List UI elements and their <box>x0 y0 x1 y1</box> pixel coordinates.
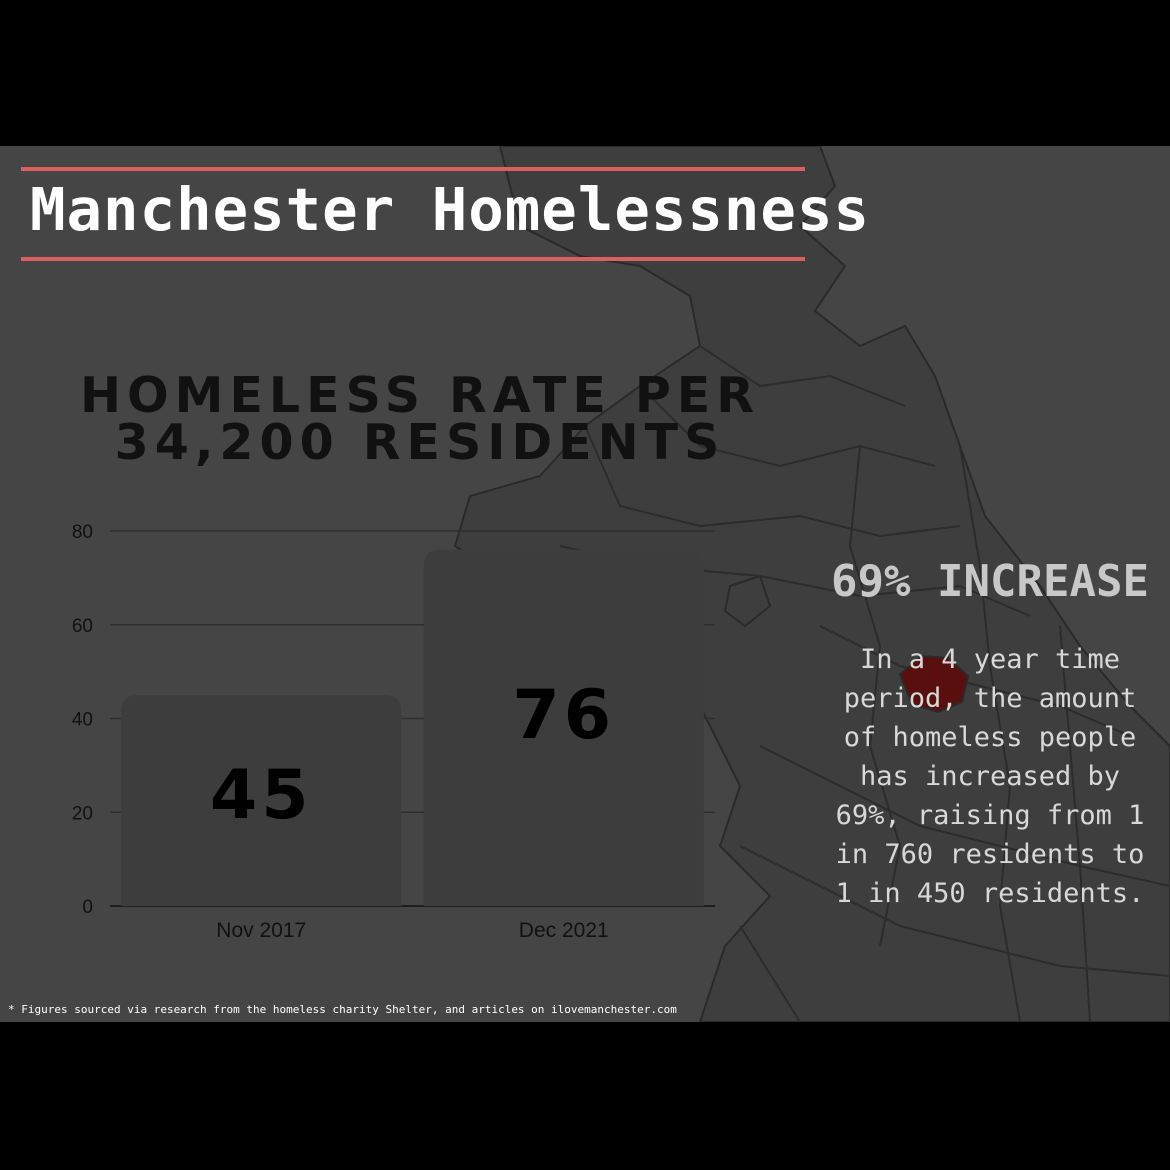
source-footnote: * Figures sourced via research from the … <box>8 1003 677 1016</box>
bar-data-label: 76 <box>512 676 615 755</box>
page-title: Manchester Homelessness <box>30 175 870 244</box>
x-tick-label: Nov 2017 <box>216 919 306 942</box>
y-tick-label: 0 <box>82 897 93 918</box>
bar-chart: 0 20 40 60 80 45 Nov 2017 76 Dec 2021 <box>72 522 715 942</box>
y-tick-label: 80 <box>72 522 93 543</box>
bar-data-label: 45 <box>210 756 313 835</box>
infographic-card: Manchester Homelessness HOMELESS RATE PE… <box>0 146 1170 1022</box>
bar <box>121 695 402 906</box>
uk-map-background <box>453 146 1170 1022</box>
x-tick-label: Dec 2021 <box>519 919 609 942</box>
y-tick-label: 40 <box>72 710 93 731</box>
y-tick-label: 60 <box>72 616 93 637</box>
title-rule-top <box>21 167 805 171</box>
increase-heading: 69% INCREASE <box>831 556 1149 607</box>
title-rule-bottom <box>21 257 805 261</box>
chart-title: HOMELESS RATE PER 34,200 RESIDENTS <box>80 367 760 471</box>
manchester-highlight-region <box>898 654 970 714</box>
bar <box>423 549 704 906</box>
increase-description: In a 4 year time period, the amount of h… <box>835 644 1145 909</box>
y-tick-label: 20 <box>72 803 93 824</box>
map-island <box>723 574 772 628</box>
